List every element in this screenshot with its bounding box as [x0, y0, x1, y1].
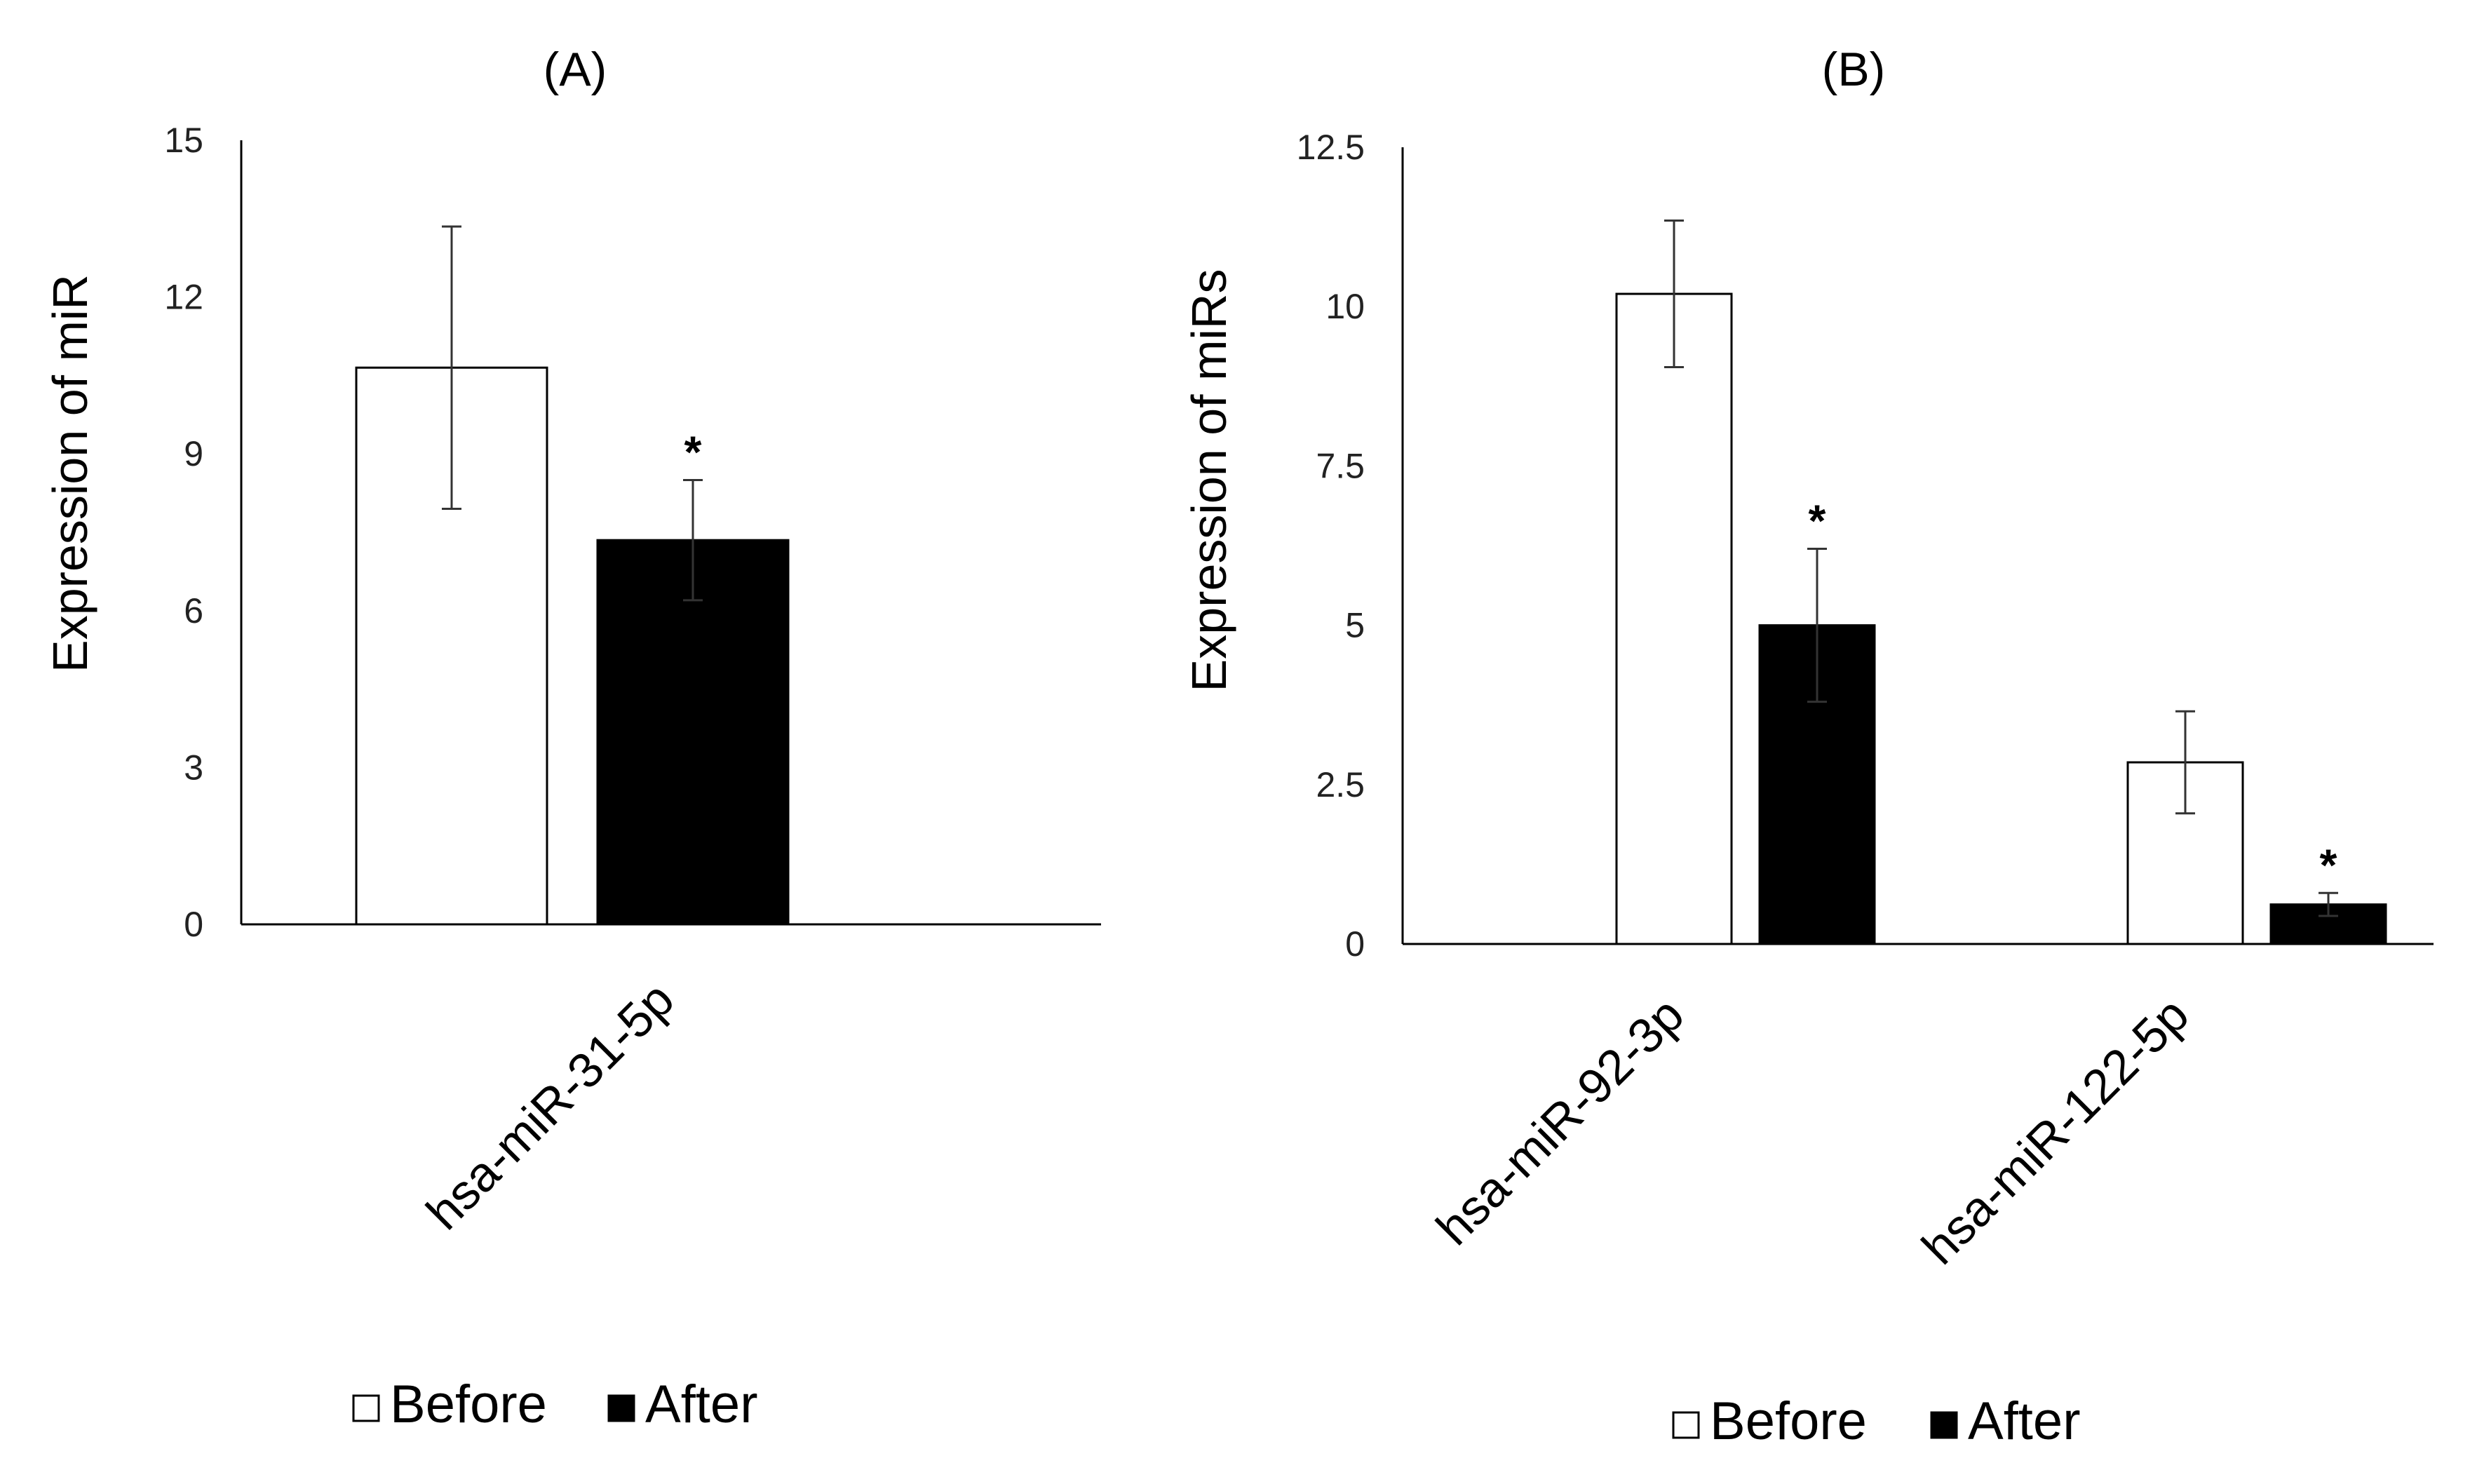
- chart-b-title: (B): [1822, 43, 1886, 96]
- legend-b-label-after: After: [1968, 1391, 2081, 1451]
- legend-a-swatch-after: [607, 1394, 635, 1422]
- chart-b-y-tick-label: 5: [1345, 606, 1365, 645]
- chart-b-bars: [1615, 292, 2387, 945]
- chart-a-bars: [355, 366, 790, 926]
- chart-a-error-bar-after: [683, 478, 703, 602]
- chart-a-y-tick-label: 9: [184, 434, 203, 473]
- chart-b-bar-92-after: [1758, 624, 1876, 945]
- chart-b-significance-marker-122: *: [2320, 839, 2337, 890]
- chart-b-x-category-label-122: hsa-miR-122-5p: [1912, 987, 2199, 1274]
- chart-b-y-axis-title: Expression of miRs: [1182, 269, 1236, 692]
- chart-a-y-tick-label: 12: [164, 278, 203, 317]
- chart-b-y-tick-label: 7.5: [1316, 446, 1365, 485]
- chart-b-legend: Before After: [1672, 1391, 2081, 1451]
- chart-a-y-axis-title: Expression of miR: [43, 274, 97, 673]
- chart-b-y-tick-label: 10: [1325, 287, 1365, 326]
- legend-b-swatch-before: [1672, 1411, 1700, 1439]
- chart-b-y-ticks: 0 2.5 5 7.5 10 12.5: [1297, 128, 1365, 964]
- chart-b-y-tick-label: 2.5: [1316, 765, 1365, 804]
- chart-a-legend: Before After: [352, 1375, 758, 1434]
- chart-a-title: (A): [544, 43, 607, 96]
- chart-b-error-bar-122-before: [2175, 710, 2195, 815]
- chart-b-significance-markers: * *: [1809, 496, 2337, 891]
- chart-panel-b: (B) Expression of miRs 0 2.5 5 7.5 10 12…: [1182, 43, 2434, 1451]
- chart-b-error-bar-92-after: [1807, 548, 1827, 703]
- legend-b-swatch-after: [1930, 1411, 1958, 1439]
- legend-a-swatch-before: [352, 1394, 380, 1422]
- chart-a-y-ticks: 0 3 6 9 12 15: [164, 121, 203, 944]
- chart-a-y-tick-label: 3: [184, 748, 203, 787]
- chart-a-y-tick-label: 6: [184, 591, 203, 630]
- chart-b-error-bar-92-before: [1664, 220, 1684, 369]
- chart-panel-a: (A) Expression of miR 0 3 6 9 12 15 * hs…: [43, 43, 1101, 1434]
- chart-b-y-tick-label: 12.5: [1297, 128, 1365, 167]
- chart-b-error-bar-122-after: [2319, 891, 2338, 917]
- chart-a-y-tick-label: 0: [184, 905, 203, 944]
- chart-a-significance-marker: *: [684, 426, 702, 477]
- chart-a-significance-markers: *: [684, 426, 702, 477]
- chart-b-significance-marker-92: *: [1809, 496, 1826, 546]
- chart-b-bar-92-before: [1615, 292, 1733, 945]
- legend-b-label-before: Before: [1710, 1391, 1867, 1451]
- chart-b-error-bars: [1664, 220, 2338, 917]
- chart-b-y-tick-label: 0: [1345, 924, 1365, 964]
- legend-a-label-before: Before: [390, 1375, 547, 1434]
- chart-b-x-category-label-92: hsa-miR-92-3p: [1426, 987, 1694, 1255]
- chart-a-x-category-label: hsa-miR-31-5p: [416, 971, 684, 1240]
- chart-a-y-tick-label: 15: [164, 121, 203, 160]
- chart-a-error-bar-before: [442, 225, 461, 510]
- legend-a-label-after: After: [645, 1375, 758, 1434]
- chart-a-error-bars: [442, 225, 703, 602]
